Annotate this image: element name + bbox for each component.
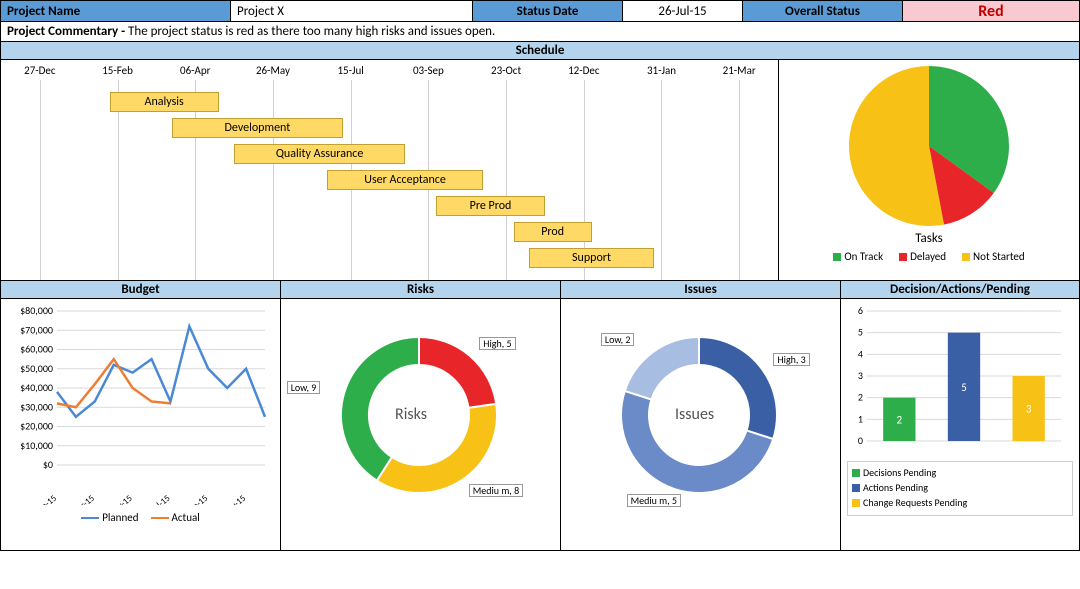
svg-text:$60,000: $60,000: [20, 343, 53, 356]
commentary-label: Project Commentary -: [7, 24, 128, 39]
donut-slice-label: Mediu m, 5: [627, 494, 681, 507]
status-date-label: Status Date: [473, 1, 623, 21]
svg-text:3: 3: [858, 369, 863, 382]
gantt-date-label: 27-Dec: [1, 64, 79, 77]
issues-title: Issues: [561, 281, 840, 299]
svg-text:Jul-15: Jul-15: [149, 493, 173, 505]
legend-item: Not Started: [962, 250, 1025, 263]
gantt-date-label: 06-Apr: [156, 64, 234, 77]
legend-item: Delayed: [899, 250, 946, 263]
donut-slice-label: High, 5: [479, 337, 515, 350]
donut-slice-label: Low, 2: [601, 333, 635, 346]
legend-item: Change Requests Pending: [852, 496, 1068, 509]
project-name-label: Project Name: [1, 1, 231, 21]
header-row: Project Name Project X Status Date 26-Ju…: [0, 0, 1080, 22]
risks-chart: High, 5 Mediu m, 8 Low, 9 Risks: [281, 299, 560, 550]
svg-text:5: 5: [858, 326, 863, 339]
budget-title: Budget: [1, 281, 280, 299]
legend-item: Decisions Pending: [852, 466, 1068, 479]
gantt-date-label: 26-May: [234, 64, 312, 77]
risks-panel: Risks High, 5 Mediu m, 8 Low, 9 Risks: [281, 281, 561, 550]
svg-text:$30,000: $30,000: [20, 400, 53, 413]
gantt-bar: Analysis: [110, 92, 219, 112]
budget-chart: $80,000 $70,000 $60,000 $50,000 $40,000 $30,0…: [1, 299, 280, 550]
svg-text:$80,000: $80,000: [20, 305, 53, 317]
svg-text:6: 6: [858, 305, 863, 317]
gantt-bar: User Acceptance: [327, 170, 482, 190]
donut-slice-label: High, 3: [773, 353, 809, 366]
gantt-date-label: 03-Sep: [390, 64, 468, 77]
donut-center-label: Issues: [675, 405, 714, 424]
gantt-date-label: 23-Oct: [467, 64, 545, 77]
svg-text:3: 3: [1026, 403, 1032, 416]
svg-text:$40,000: $40,000: [20, 381, 53, 394]
donut-center-label: Risks: [395, 405, 427, 424]
svg-text:Nov-15: Nov-15: [221, 493, 249, 505]
dap-chart: 0 1 2 3 4 5 6 2 5 3 Decisions Pending Actions Pend…: [841, 299, 1079, 550]
gantt-bar: Quality Assurance: [234, 144, 405, 164]
legend-item: Actions Pending: [852, 481, 1068, 494]
issues-panel: Issues High, 3 Mediu m, 5 Low, 2 Issues: [561, 281, 841, 550]
schedule-title: Schedule: [0, 42, 1080, 60]
risks-title: Risks: [281, 281, 560, 299]
donut-slice-label: Low, 9: [287, 381, 321, 394]
gantt-date-label: 15-Feb: [79, 64, 157, 77]
issues-chart: High, 3 Mediu m, 5 Low, 2 Issues: [561, 299, 840, 550]
svg-text:2: 2: [897, 413, 903, 426]
gantt-date-label: 12-Dec: [545, 64, 623, 77]
svg-text:$50,000: $50,000: [20, 362, 53, 375]
budget-panel: Budget $80,000 $70,000 $60,000 $50,000 $40,0…: [1, 281, 281, 550]
dap-legend: Decisions Pending Actions Pending Change R…: [847, 461, 1073, 516]
status-date-value: 26-Jul-15: [623, 1, 743, 21]
dap-title: Decision/Actions/Pending: [841, 281, 1079, 299]
commentary-text: The project status is red as there too m…: [128, 24, 495, 39]
svg-text:Sep-15: Sep-15: [184, 493, 211, 505]
gantt-date-label: 31-Jan: [623, 64, 701, 77]
budget-legend: Planned Actual: [7, 511, 274, 524]
svg-text:2: 2: [858, 391, 863, 404]
bottom-row: Budget $80,000 $70,000 $60,000 $50,000 $40,0…: [0, 281, 1080, 551]
gantt-date-label: 15-Jul: [312, 64, 390, 77]
svg-text:Jan-15: Jan-15: [34, 493, 60, 505]
tasks-pie-legend: On Track Delayed Not Started: [833, 250, 1024, 263]
schedule-panel: 27-Dec15-Feb06-Apr26-May15-Jul03-Sep23-O…: [0, 60, 1080, 281]
dap-panel: Decision/Actions/Pending 0 1 2 3 4 5 6 2 5 3 Deci…: [841, 281, 1079, 550]
overall-status-label: Overall Status: [743, 1, 903, 21]
overall-status-value: Red: [903, 1, 1079, 21]
svg-text:$70,000: $70,000: [20, 323, 53, 336]
legend-item: On Track: [833, 250, 883, 263]
svg-text:0: 0: [858, 434, 863, 447]
gantt-bar: Prod: [514, 222, 592, 242]
svg-text:May-15: May-15: [106, 493, 135, 505]
svg-text:1: 1: [858, 412, 863, 425]
svg-text:$0: $0: [43, 458, 53, 471]
svg-text:Mar-15: Mar-15: [69, 493, 97, 505]
svg-text:5: 5: [961, 381, 967, 394]
gantt-bar: Support: [529, 248, 653, 268]
svg-text:$20,000: $20,000: [20, 420, 53, 433]
tasks-pie-panel: Tasks On Track Delayed Not Started: [779, 60, 1079, 280]
gantt-chart: 27-Dec15-Feb06-Apr26-May15-Jul03-Sep23-O…: [1, 60, 779, 280]
svg-text:$10,000: $10,000: [20, 439, 53, 452]
svg-text:4: 4: [858, 347, 863, 360]
project-name-value: Project X: [231, 1, 473, 21]
gantt-bar: Development: [172, 118, 343, 138]
legend-item: Planned: [81, 511, 138, 524]
legend-item: Actual: [151, 511, 200, 524]
tasks-pie-chart: [839, 64, 1019, 229]
gantt-bar: Pre Prod: [436, 196, 545, 216]
tasks-pie-title: Tasks: [915, 231, 943, 246]
commentary: Project Commentary - The project status …: [0, 22, 1080, 42]
donut-slice-label: Mediu m, 8: [469, 484, 523, 497]
gantt-date-axis: 27-Dec15-Feb06-Apr26-May15-Jul03-Sep23-O…: [1, 60, 778, 77]
gantt-date-label: 21-Mar: [700, 64, 778, 77]
